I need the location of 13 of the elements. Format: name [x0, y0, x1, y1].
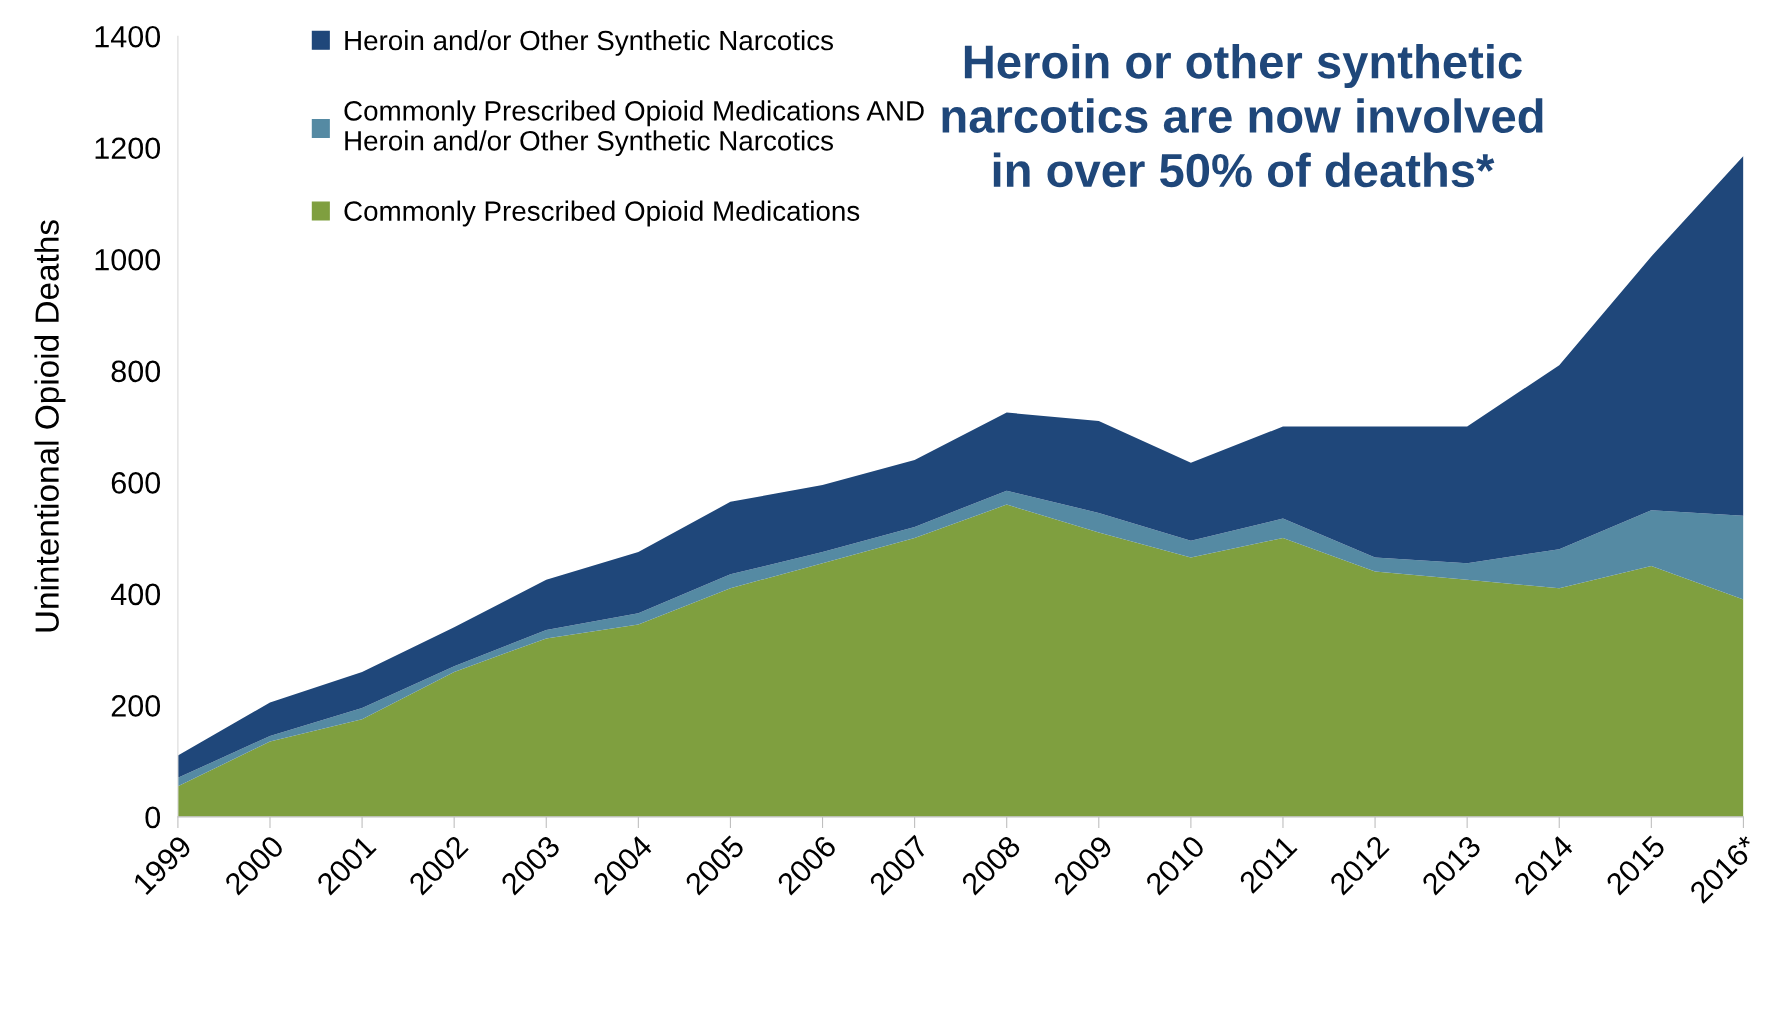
legend-label: Heroin and/or Other Synthetic Narcotics	[345, 29, 833, 56]
y-axis-title: Unintentional Opioid Deaths	[34, 220, 66, 632]
y-tick-label: 400	[110, 583, 161, 606]
y-tick-label: 1000	[95, 248, 161, 271]
y-tick-label: 800	[111, 360, 161, 383]
y-tick-label: 600	[111, 472, 161, 494]
legend-label: Commonly Prescribed Opioid Medications	[344, 200, 860, 227]
y-tick-label: 200	[111, 695, 161, 717]
y-tick-label: 0	[145, 806, 161, 829]
legend-label: Commonly Prescribed Opioid Medications AND Heroin and/or Other Synthetic Narcotics	[344, 100, 924, 157]
annotation: Heroin or other synthetic narcotics are now involved in over 50% of deaths*	[942, 44, 1543, 188]
y-tick-label: 1400	[95, 25, 161, 48]
y-tick-label: 1200	[95, 137, 161, 160]
